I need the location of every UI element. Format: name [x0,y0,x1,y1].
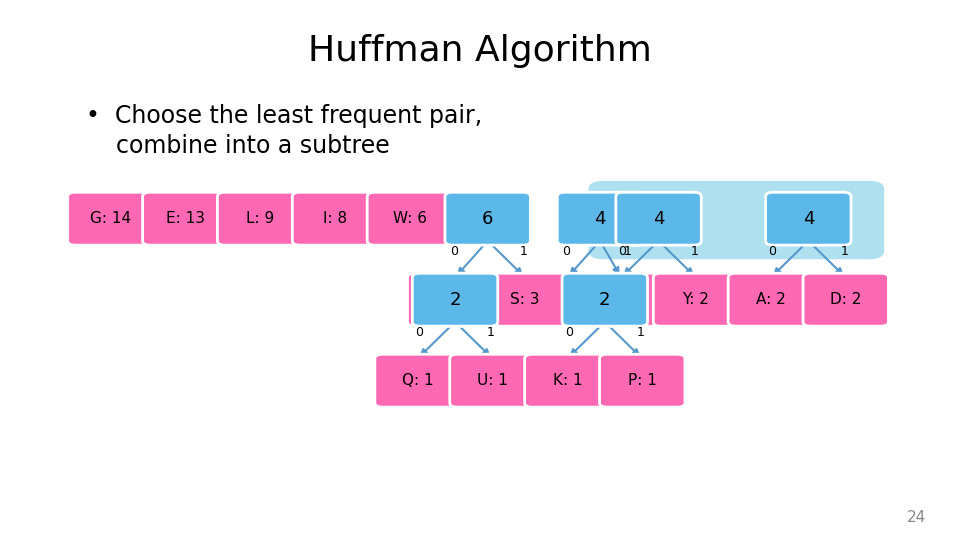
Text: 2: 2 [449,291,461,309]
FancyBboxPatch shape [766,192,851,245]
Text: 0: 0 [415,326,423,339]
Text: 1: 1 [487,326,495,339]
FancyBboxPatch shape [803,273,889,326]
Text: 1: 1 [624,245,632,258]
Text: 1: 1 [840,245,849,258]
Text: 4: 4 [653,210,664,228]
Text: 0: 0 [563,245,570,258]
Text: 1: 1 [690,245,699,258]
FancyBboxPatch shape [524,354,611,407]
Text: R: 2: R: 2 [607,292,636,307]
Text: U: 1: U: 1 [477,373,508,388]
Text: 4: 4 [594,210,606,228]
FancyBboxPatch shape [407,273,493,326]
FancyBboxPatch shape [588,181,884,259]
Text: N: 3: N: 3 [435,292,466,307]
FancyBboxPatch shape [483,273,568,326]
FancyBboxPatch shape [563,273,647,326]
Text: 0: 0 [768,245,777,258]
FancyBboxPatch shape [413,273,497,326]
FancyBboxPatch shape [367,192,453,245]
Text: Huffman Algorithm: Huffman Algorithm [308,35,652,68]
Text: Y: 2: Y: 2 [683,292,709,307]
Text: 24: 24 [907,510,926,525]
FancyBboxPatch shape [599,354,685,407]
Text: 0: 0 [564,326,573,339]
Text: 6: 6 [482,210,493,228]
FancyBboxPatch shape [653,273,738,326]
Text: 1: 1 [636,326,645,339]
Text: A: 2: A: 2 [756,292,785,307]
Text: D: 2: D: 2 [830,292,861,307]
Text: 0: 0 [618,245,627,258]
Text: S: 3: S: 3 [511,292,540,307]
FancyBboxPatch shape [445,192,530,245]
Text: I: 8: I: 8 [323,211,348,226]
FancyBboxPatch shape [67,192,154,245]
Text: W: 6: W: 6 [393,211,427,226]
Text: combine into a subtree: combine into a subtree [86,134,390,158]
FancyBboxPatch shape [578,273,664,326]
FancyBboxPatch shape [292,192,377,245]
FancyBboxPatch shape [449,354,536,407]
Text: K: 1: K: 1 [553,373,582,388]
Text: 0: 0 [450,245,458,258]
Text: 1: 1 [519,245,528,258]
Text: 2: 2 [599,291,611,309]
Text: G: 14: G: 14 [90,211,131,226]
FancyBboxPatch shape [217,192,303,245]
Text: E: 13: E: 13 [166,211,204,226]
FancyBboxPatch shape [557,192,643,245]
FancyBboxPatch shape [616,192,701,245]
Text: •  Choose the least frequent pair,: • Choose the least frequent pair, [86,104,483,128]
FancyBboxPatch shape [374,354,461,407]
FancyBboxPatch shape [729,273,814,326]
Text: P: 1: P: 1 [628,373,657,388]
Text: 4: 4 [803,210,814,228]
Text: L: 9: L: 9 [246,211,275,226]
Text: Q: 1: Q: 1 [402,373,433,388]
FancyBboxPatch shape [142,192,228,245]
